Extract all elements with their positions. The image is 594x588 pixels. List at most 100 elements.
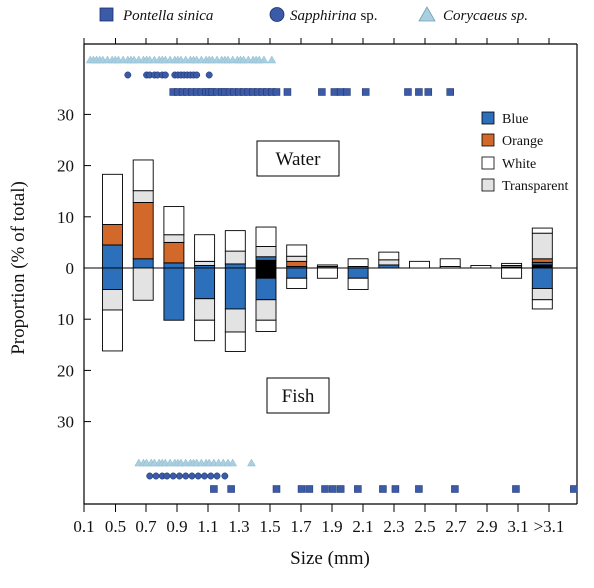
fish-bar-blue <box>531 267 553 289</box>
legend-swatch-blue <box>481 111 495 125</box>
water-bar-blue <box>255 256 277 261</box>
fish-bar-transparent <box>224 308 246 333</box>
fish-label: Fish <box>282 386 315 407</box>
fish-pontella-marker <box>391 485 400 493</box>
corycaeus-legend-triangle-icon <box>418 6 436 22</box>
fish-pontella-marker <box>512 485 520 493</box>
water-bar-transparent <box>531 232 553 260</box>
water-pontella-marker <box>318 88 326 96</box>
water-bar-black <box>255 259 277 269</box>
water-pontella-marker <box>272 88 281 96</box>
fish-pontella-marker <box>227 485 235 493</box>
water-bar-white <box>286 244 308 257</box>
water-label: Water <box>276 149 322 170</box>
fish-sapphirina-marker <box>182 472 190 480</box>
water-bar-blue <box>102 244 123 269</box>
y-axis-ticks: 30 20 10 0 10 20 30 <box>57 105 91 432</box>
fish-bar-blue <box>255 277 277 301</box>
water-pontella-marker <box>415 88 423 96</box>
water-pontella-marker <box>424 88 433 96</box>
water-pontella-marker <box>330 88 339 96</box>
water-bar-transparent <box>316 264 338 267</box>
y-tick-label: 0 <box>66 259 75 278</box>
fish-bar-white <box>316 267 338 279</box>
sapphirina-legend-label: Sapphirina sp. <box>290 8 378 24</box>
fish-sapphirina-marker <box>188 472 196 480</box>
water-pontella-marker <box>446 88 454 96</box>
fish-bar-white <box>194 319 216 342</box>
fish-bar-blue <box>163 267 185 321</box>
water-bar-white <box>470 264 492 269</box>
x-tick-label: 0.5 <box>105 517 126 536</box>
x-axis-title: Size (mm) <box>290 548 370 569</box>
x-tick-label: 1.9 <box>321 517 342 536</box>
fish-sapphirina-marker <box>213 472 221 480</box>
fish-bar-transparent <box>194 298 216 321</box>
x-tick-label: 0.1 <box>73 517 94 536</box>
legend-label-blue: Blue <box>502 112 528 127</box>
water-bar-orange <box>163 241 185 264</box>
stacked-bars <box>102 159 553 352</box>
x-tick-label: 3.1 <box>507 517 528 536</box>
legend-label-orange: Orange <box>502 134 543 149</box>
pontella-legend-square-icon <box>99 7 114 22</box>
water-sapphirina-marker <box>161 71 169 79</box>
fish-sapphirina-marker <box>201 472 208 480</box>
fish-bar-transparent <box>102 289 123 311</box>
water-bar-black <box>531 264 553 269</box>
color-legend: Blue Orange White Transparent <box>481 111 568 194</box>
water-bar-white <box>409 260 430 269</box>
x-tick-label: 1.1 <box>197 517 218 536</box>
water-bar-white <box>194 234 216 262</box>
y-tick-label: 30 <box>57 413 74 432</box>
water-bar-white <box>531 227 553 234</box>
water-bar-transparent <box>163 234 185 243</box>
water-bar-transparent <box>194 260 216 266</box>
x-tick-label: 1.3 <box>228 517 249 536</box>
water-bar-orange <box>286 260 308 267</box>
fish-sapphirina-marker <box>221 472 229 480</box>
water-bar-white <box>378 251 400 261</box>
water-corycaeus-marker <box>267 55 277 64</box>
fish-bar-blue <box>102 267 123 290</box>
fish-bar-transparent <box>132 267 154 301</box>
water-bar-transparent <box>378 259 400 266</box>
fish-bar-white <box>255 319 277 332</box>
fish-bar-black <box>255 267 277 279</box>
pontella-legend-label: Pontella sinica <box>122 8 213 24</box>
water-bar-white <box>255 226 277 247</box>
water-bar-blue <box>132 258 154 269</box>
fish-sapphirina-marker <box>169 472 177 480</box>
fish-sapphirina-marker <box>152 472 160 480</box>
water-bar-white <box>163 206 185 236</box>
water-bar-blue <box>163 262 185 269</box>
legend-swatch-orange <box>481 133 495 147</box>
legend-swatch-white <box>481 156 495 170</box>
y-axis-title: Proportion (% of total) <box>8 181 29 355</box>
fish-sapphirina-marker <box>176 472 183 480</box>
fish-corycaeus-marker <box>247 458 256 467</box>
fish-pontella-marker <box>570 485 578 493</box>
fish-pontella-marker <box>210 485 218 493</box>
x-tick-label: 2.9 <box>476 517 497 536</box>
species-markers <box>85 55 578 493</box>
y-tick-label: 20 <box>57 157 74 176</box>
water-bar-blue <box>224 263 246 269</box>
water-pontella-marker <box>336 88 345 96</box>
y-tick-label: 30 <box>57 105 74 124</box>
x-tick-label: 0.9 <box>166 517 187 536</box>
water-bar-transparent <box>255 246 277 258</box>
water-bar-white <box>347 258 369 267</box>
y-tick-label: 20 <box>57 361 74 380</box>
fish-corycaeus-marker <box>228 458 238 467</box>
fish-bar-transparent <box>255 299 277 321</box>
x-tick-label: 1.5 <box>259 517 280 536</box>
water-pontella-marker <box>343 88 351 96</box>
x-axis-ticks: 0.1 0.5 0.7 0.9 1.1 1.3 1.5 1.7 1.9 2.1 2.3 2.5 2.7 2… <box>73 38 564 536</box>
fish-pontella-marker <box>272 485 281 493</box>
water-bar-transparent <box>224 250 246 265</box>
water-bar-white <box>439 258 461 267</box>
water-bar-white <box>132 159 154 192</box>
fish-bar-white <box>531 299 553 310</box>
fish-bar-blue <box>286 267 308 279</box>
